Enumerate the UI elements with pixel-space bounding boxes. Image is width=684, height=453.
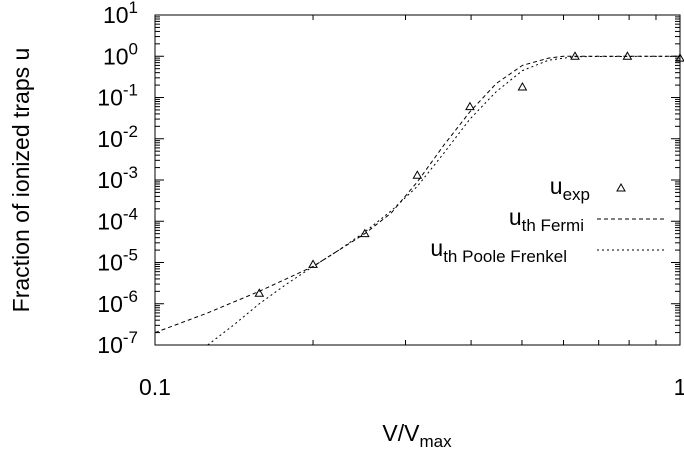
y-tick-label: 10-2	[97, 122, 138, 152]
poole-frenkel-curve	[207, 55, 680, 345]
y-tick-label: 10-1	[97, 81, 138, 111]
y-tick-label: 10-6	[97, 287, 138, 317]
legend-label-exp: uexp	[550, 173, 590, 204]
y-tick-label: 10-5	[97, 246, 138, 276]
legend-label-fermi: uth Fermi	[509, 204, 584, 235]
exp-data-point	[254, 288, 265, 297]
x-ticks: 0.1 1	[139, 15, 684, 400]
plot-frame	[154, 14, 681, 346]
exp-data-point	[517, 81, 528, 91]
fermi-curve	[155, 55, 680, 334]
exp-data-point	[465, 101, 475, 111]
y-tick-label: 101	[103, 0, 138, 28]
legend: uexp uth Fermi uth Poole Frenkel	[430, 173, 664, 266]
x-axis-title: V/Vmax	[382, 420, 452, 451]
exp-data-point	[412, 170, 423, 179]
y-tick-label: 10-3	[97, 163, 138, 193]
y-tick-label: 10-7	[97, 328, 138, 358]
y-tick-label: 100	[103, 39, 138, 69]
legend-marker-exp	[616, 182, 626, 192]
series-layer	[155, 51, 684, 345]
y-axis-title: Fraction of ionized traps u	[8, 48, 34, 313]
x-tick-label: 1	[674, 374, 684, 400]
y-tick-label: 10-4	[97, 204, 138, 234]
exp-data-point	[308, 259, 318, 268]
exp-data-point	[570, 51, 580, 60]
y-ticks: 101 100 10-1 10-2 10-3 10-4 10-5 10-6 10-7	[97, 0, 680, 358]
x-tick-label: 0.1	[139, 374, 171, 400]
exp-data-point	[675, 53, 684, 62]
legend-label-poole-frenkel: uth Poole Frenkel	[430, 235, 567, 266]
exp-data-point	[622, 51, 633, 60]
